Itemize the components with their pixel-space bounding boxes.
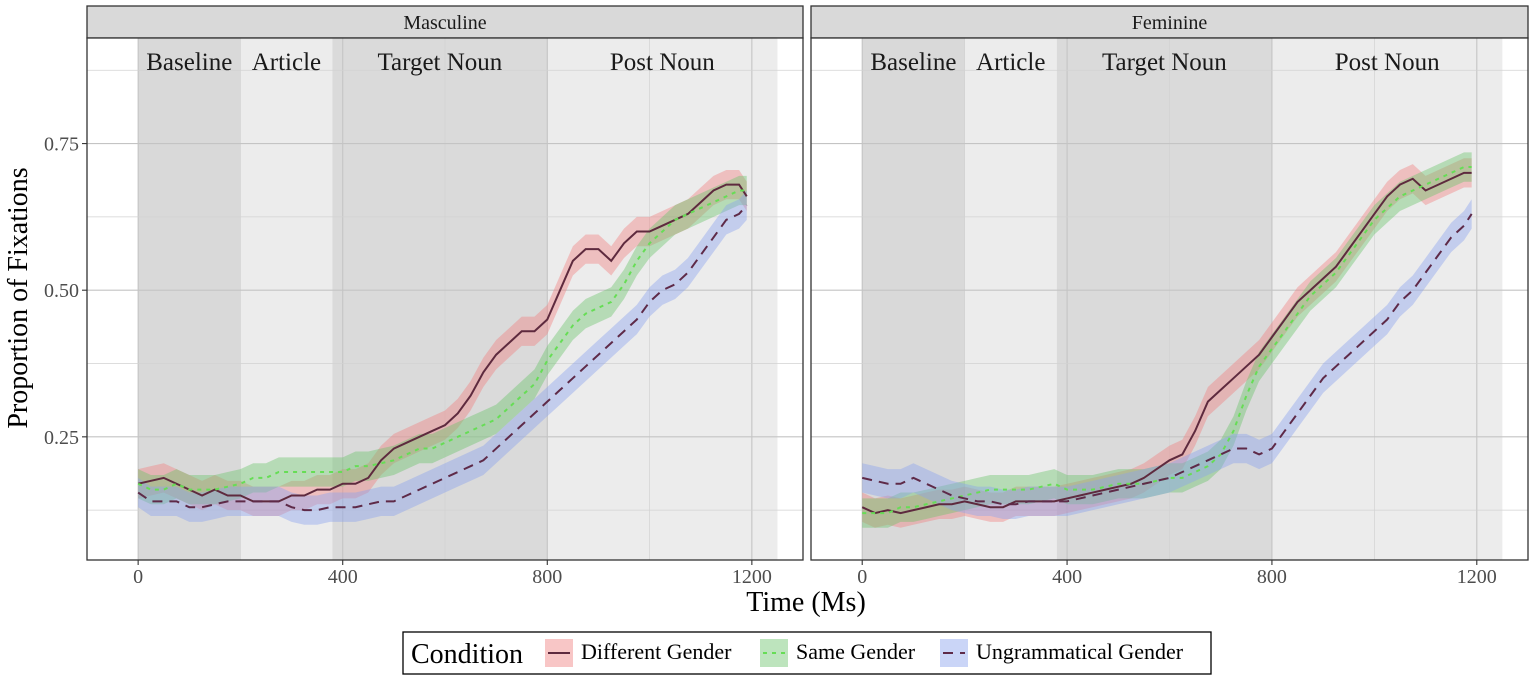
panel-strip <box>86 5 804 39</box>
legend-box <box>402 631 1212 675</box>
line-ungrammatical-gender <box>137 204 748 512</box>
region-label: Article <box>976 49 1045 76</box>
y-tick-label: 0.75 <box>44 134 79 156</box>
region-label: Article <box>252 49 321 76</box>
series-group <box>137 169 748 525</box>
x-tick-label: 400 <box>1052 566 1082 588</box>
region-label: Post Noun <box>1335 49 1440 76</box>
panel-masculine: Masculine Baseline Article Target Noun Post … <box>44 5 804 588</box>
panel-strip <box>810 5 1529 39</box>
x-tick-label: 400 <box>328 566 358 588</box>
panel-border <box>86 37 804 561</box>
region-label: Target Noun <box>377 49 502 76</box>
y-axis-title: Proportion of Fixations <box>3 167 34 428</box>
region-label: Baseline <box>870 49 956 76</box>
legend-label: Ungrammatical Gender <box>976 639 1184 664</box>
line-different-gender <box>861 171 1472 515</box>
legend-entries: Different Gender Same Gender Ungrammatical… <box>545 639 1184 667</box>
legend-title: Condition <box>411 639 523 670</box>
x-tick-label: 1200 <box>1457 566 1497 588</box>
legend-label: Different Gender <box>581 639 732 664</box>
line-same-gender <box>137 189 747 491</box>
region-target-noun <box>1056 38 1272 560</box>
x-axis-title: Time (Ms) <box>746 587 866 618</box>
panels: Masculine Baseline Article Target Noun Post … <box>44 5 1529 588</box>
panel-title: Feminine <box>1132 12 1208 34</box>
panel-title: Masculine <box>403 12 486 34</box>
ribbon-ungrammatical-gender <box>862 199 1472 519</box>
x-tick-label: 1200 <box>732 566 772 588</box>
y-tick-label: 0.50 <box>44 280 79 302</box>
region-post-noun <box>1271 38 1503 560</box>
legend-label: Same Gender <box>796 639 916 664</box>
x-tick-label: 0 <box>133 566 143 588</box>
y-tick-label: 0.25 <box>44 427 79 449</box>
ribbon-different-gender <box>138 169 747 517</box>
legend: Condition Different Gender Same Gender Ung… <box>402 631 1212 675</box>
x-tick-label: 800 <box>1257 566 1287 588</box>
x-tick-label: 800 <box>532 566 562 588</box>
x-tick-label: 0 <box>857 566 867 588</box>
region-label: Baseline <box>146 49 232 76</box>
region-baseline <box>138 38 241 560</box>
panel-feminine: Feminine Baseline Article Target Noun Post N… <box>810 5 1529 588</box>
line-ungrammatical-gender <box>861 213 1473 506</box>
ribbon-different-gender <box>862 158 1472 528</box>
line-different-gender <box>137 183 748 503</box>
region-label: Post Noun <box>610 49 715 76</box>
ribbon-same-gender <box>862 152 1472 528</box>
region-post-noun <box>547 38 778 560</box>
panel-border <box>810 37 1529 561</box>
region-label: Target Noun <box>1102 49 1227 76</box>
region-target-noun <box>332 38 548 560</box>
region-article <box>964 38 1057 560</box>
series-group <box>861 152 1473 528</box>
ribbon-same-gender <box>138 175 747 505</box>
gridlines <box>87 38 803 560</box>
region-baseline <box>862 38 965 560</box>
gridlines <box>811 38 1528 560</box>
